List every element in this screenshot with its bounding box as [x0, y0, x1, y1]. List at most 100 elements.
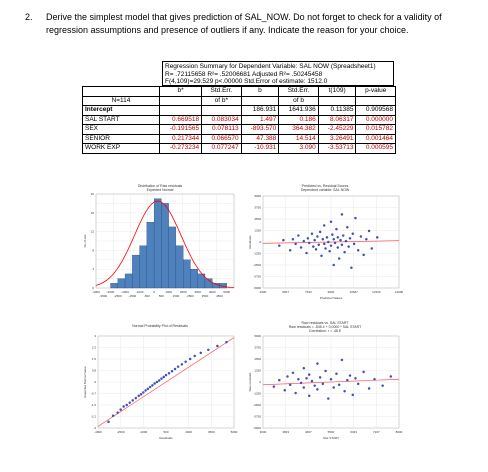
data-point: [324, 247, 327, 250]
data-point: [167, 372, 171, 375]
col-header-b: b: [240, 86, 280, 97]
data-point: [137, 394, 141, 398]
data-point: [317, 243, 320, 246]
data-point: [122, 405, 125, 408]
data-point: [348, 374, 352, 377]
data-point: [331, 233, 334, 236]
data-point: [340, 243, 344, 246]
data-point: [340, 213, 344, 216]
data-point: [389, 375, 393, 378]
question-block: 2. Derive the simplest model that gives …: [25, 11, 466, 37]
data-point: [325, 236, 329, 239]
x-axis-label: SAL START: [323, 436, 339, 440]
data-point: [332, 263, 335, 267]
question-text: Derive the simplest model that gives pre…: [46, 12, 442, 35]
data-point: [291, 371, 295, 375]
cell-t: -3.53713: [317, 143, 357, 154]
cell-p: 0.001464: [355, 133, 396, 144]
data-point: [119, 408, 122, 411]
cell-beta: -0.191565: [158, 124, 203, 135]
x-tick-label: -3500: [99, 294, 107, 298]
x-tick-label: 1500: [173, 294, 180, 298]
hist-subtitle: Expected Normal: [146, 188, 174, 192]
regression-row: SEX -0.191565 0.078113 -893.570 364.382 -2.45…: [82, 124, 396, 135]
hist-title: Distribution of Raw residuals: [137, 184, 183, 188]
data-point: [318, 230, 322, 234]
y-tick-label: -5000: [253, 286, 261, 290]
data-point: [162, 375, 165, 379]
y-tick-label: 1250: [254, 369, 261, 373]
data-point: [343, 389, 346, 393]
n-label: N=114: [82, 95, 160, 106]
x-tick-label: -2500: [117, 430, 125, 434]
data-point: [291, 238, 295, 241]
data-point: [302, 366, 306, 370]
data-point: [342, 234, 345, 237]
data-point: [328, 249, 331, 253]
data-point: [316, 235, 319, 238]
cell-t: 3.26491: [317, 133, 357, 144]
data-point: [329, 244, 333, 247]
regression-column-header-row: b* Std.Err. b Std.Err. t(109) p-value: [82, 86, 396, 97]
data-point: [288, 249, 292, 252]
x-tick-label: -1000: [139, 430, 147, 434]
data-point: [308, 241, 311, 245]
y-tick-label: 2.3: [92, 346, 97, 350]
y-axis-label: No of obs: [83, 234, 87, 247]
hist-bar: [132, 254, 140, 289]
subhead-beta: [158, 95, 203, 106]
data-point: [335, 372, 338, 375]
data-point: [359, 235, 363, 238]
y-tick-label: 16: [91, 211, 95, 215]
data-point: [362, 253, 365, 257]
x-tick-label: 6333: [350, 430, 357, 434]
y-tick-label: 3: [94, 334, 96, 338]
col-header-t: t(109): [317, 86, 357, 97]
data-point: [308, 373, 311, 376]
data-point: [153, 382, 156, 385]
x-tick-label: 9000: [328, 290, 335, 294]
x-tick-label: 5500: [328, 430, 335, 434]
data-point: [131, 399, 134, 402]
data-point: [288, 383, 292, 386]
resid-subtitle: Raw residuals = -545.4 + 0.0000 * SAL ST…: [288, 325, 362, 329]
data-point: [336, 246, 340, 249]
data-point: [144, 389, 147, 392]
y-tick-label: -3750: [253, 275, 261, 279]
cell-se-b: 364.382: [278, 124, 319, 135]
hist-bar: [168, 226, 177, 289]
data-point: [116, 411, 119, 414]
x-tick-label: 7333: [305, 290, 312, 294]
row-label: SEX: [82, 124, 160, 135]
data-point: [336, 236, 340, 239]
y-tick-label: 5000: [254, 334, 261, 338]
data-point: [216, 344, 219, 348]
x-tick-label: 4667: [305, 430, 312, 434]
histogram-panel: Distribution of Raw residuals Expected N…: [80, 178, 240, 305]
hist-bar: [110, 283, 118, 289]
data-point: [310, 379, 314, 383]
y-tick-label: -0.7: [91, 392, 97, 396]
y-tick-label: -2500: [253, 263, 261, 267]
data-point: [173, 367, 177, 371]
cell-se-b: 0.186: [278, 114, 319, 125]
y-tick-label: 0: [92, 286, 94, 290]
cell-p: 0.909568: [355, 105, 396, 116]
data-point: [184, 360, 187, 363]
data-point: [282, 238, 285, 242]
data-point: [339, 238, 342, 242]
data-point: [348, 237, 352, 240]
data-point: [278, 244, 281, 247]
y-tick-label: 2500: [254, 357, 261, 361]
y-tick-label: 0: [259, 380, 261, 384]
x-tick-label: 3500: [208, 430, 215, 434]
y-tick-label: 1.5: [92, 357, 97, 361]
data-point: [151, 384, 154, 387]
data-point: [107, 420, 110, 424]
y-tick-label: -1250: [253, 252, 261, 256]
col-header-se-beta: Std.Err.: [201, 86, 242, 97]
hist-bar: [190, 269, 198, 289]
data-point: [329, 220, 333, 223]
y-tick-label: 4: [92, 267, 94, 271]
data-point: [370, 247, 374, 250]
